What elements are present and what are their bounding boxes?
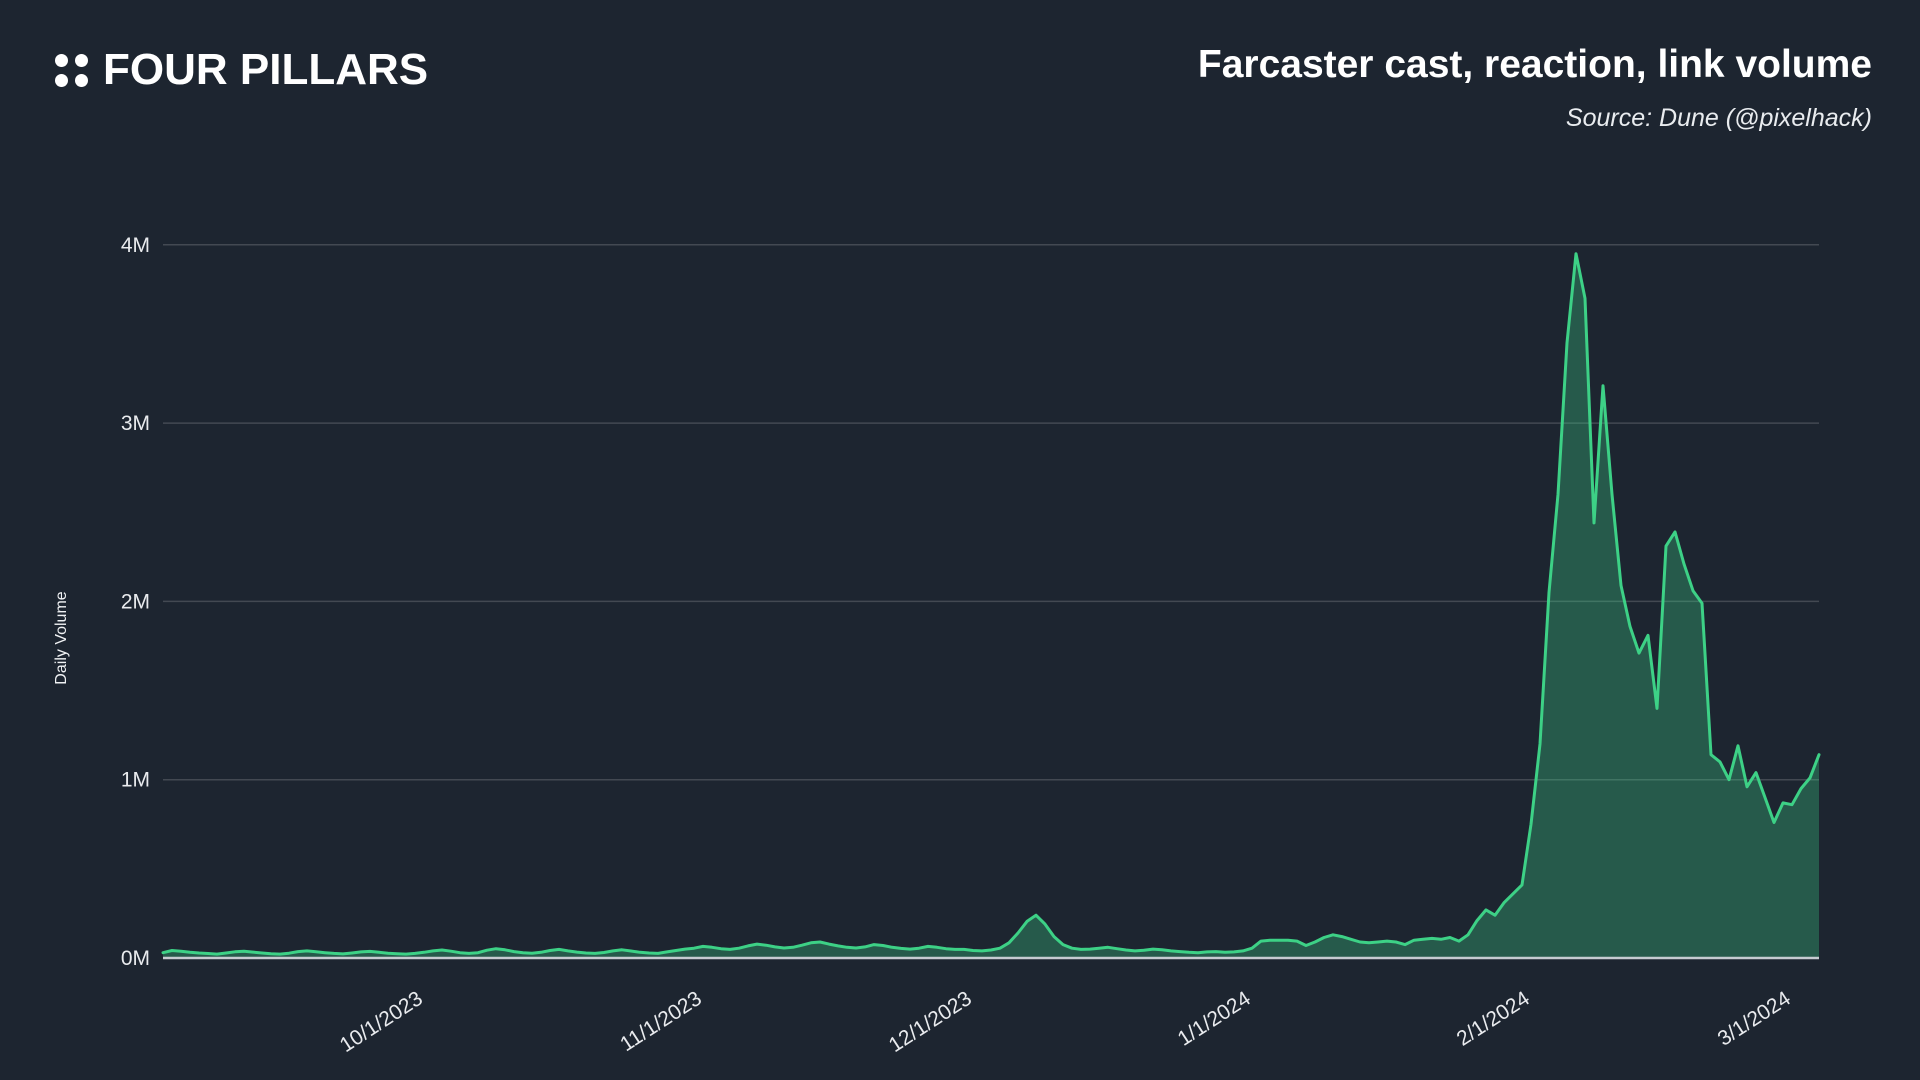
x-tick-label: 10/1/2023 [336,987,427,1057]
four-dots-logo-icon [55,53,88,87]
y-tick-label: 4M [121,234,150,257]
chart-title: Farcaster cast, reaction, link volume [1197,43,1872,86]
y-tick-label: 3M [121,412,150,435]
logo-dot [75,53,88,67]
logo-dot [75,73,88,87]
x-tick-label: 3/1/2024 [1714,987,1795,1051]
y-tick-label: 1M [121,769,150,792]
series-line [161,252,1821,956]
y-tick-label: 2M [121,590,150,613]
x-tick-label: 2/1/2024 [1453,987,1534,1051]
x-tick-label: 11/1/2023 [616,987,706,1056]
area-fill [163,253,1819,958]
logo-dot [55,53,68,67]
logo-dot [55,73,68,87]
four-pillars-logo: FOUR PILLARS [55,48,428,92]
logo-text: FOUR PILLARS [103,45,429,94]
x-tick-label: 1/1/2024 [1174,987,1255,1051]
x-tick-label: 12/1/2023 [885,987,976,1057]
y-tick-label: 0M [121,947,150,970]
chart-source: Source: Dune (@pixelhack) [1565,104,1872,132]
y-axis-title: Daily Volume [53,591,70,684]
